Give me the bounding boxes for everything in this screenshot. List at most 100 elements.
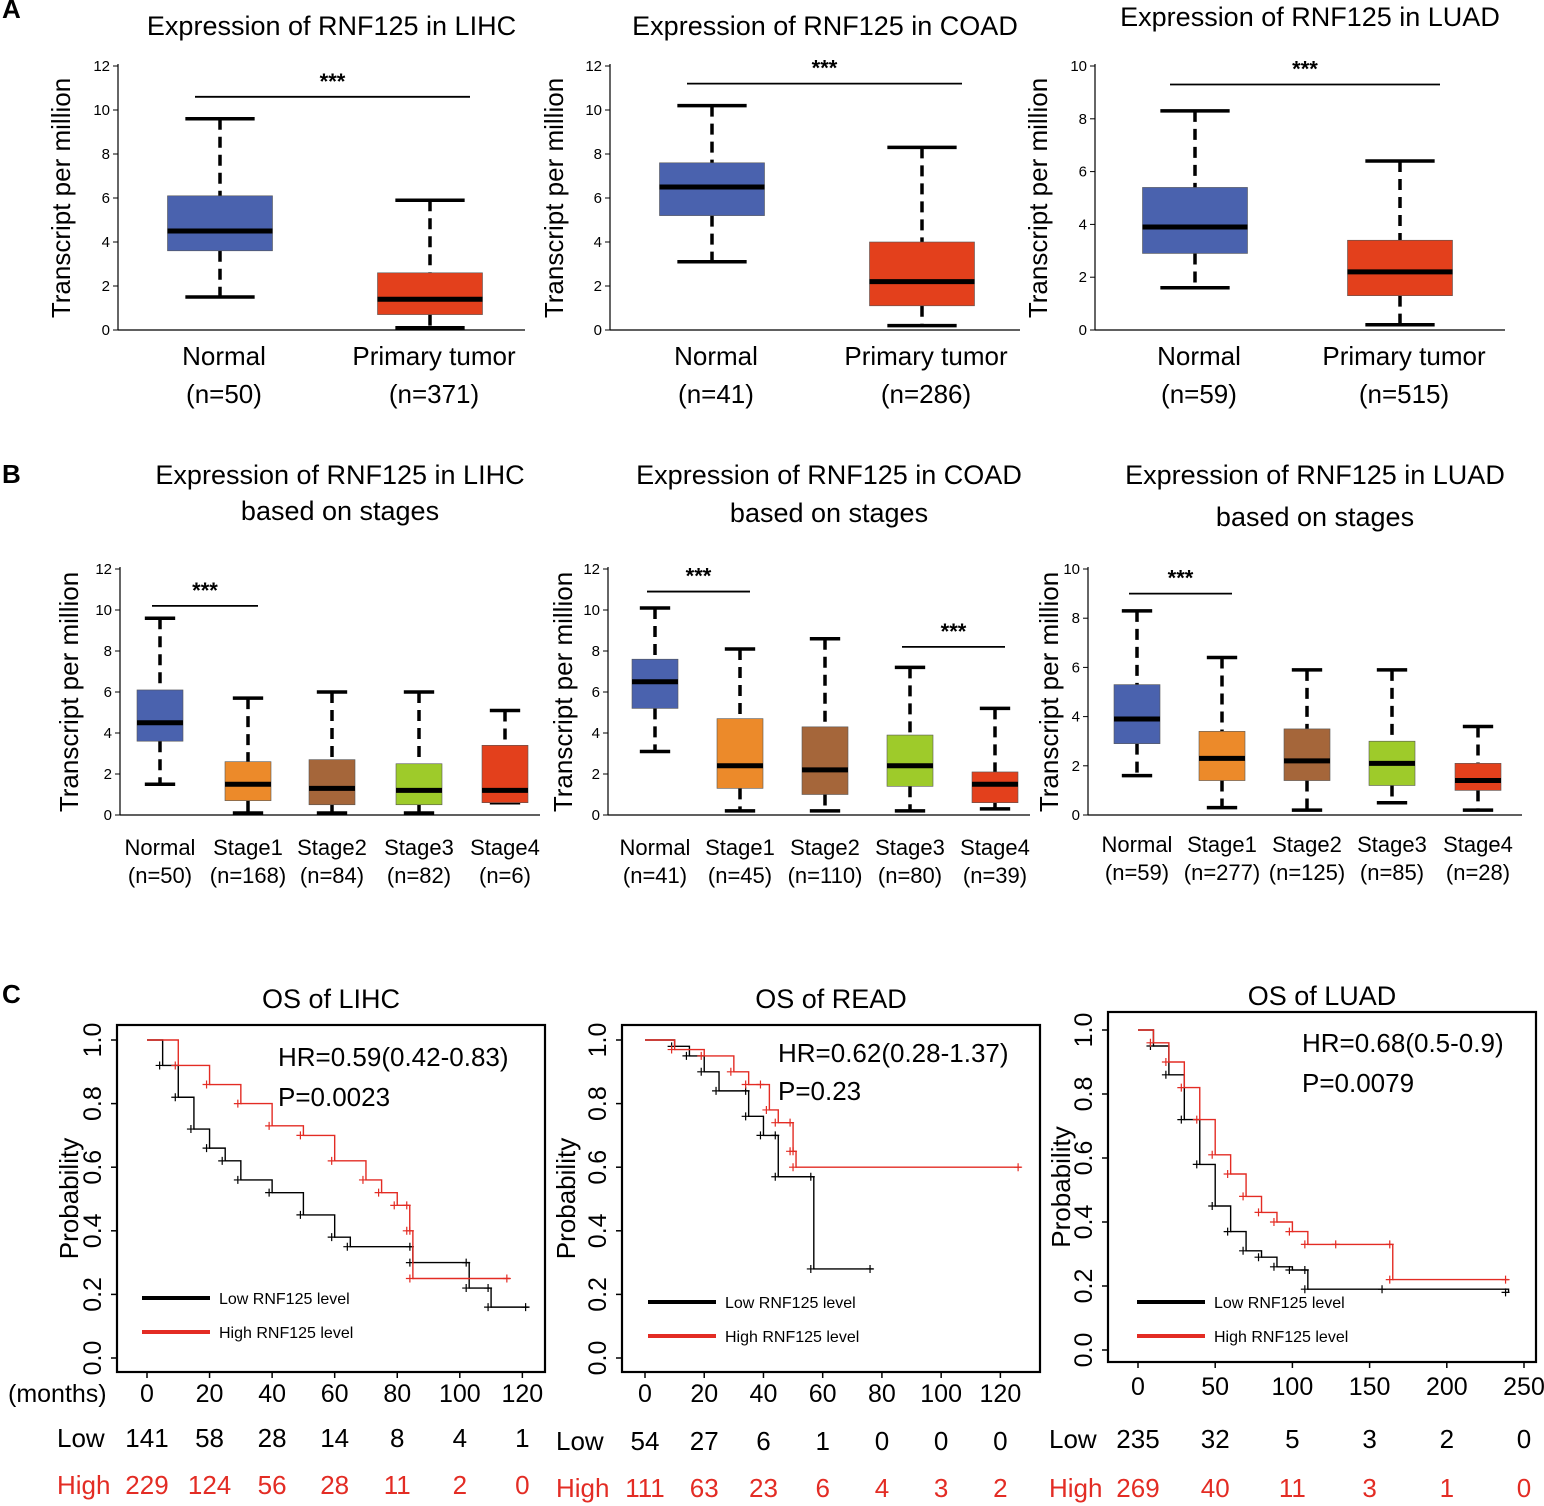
category-label: Stage2 xyxy=(297,835,367,860)
category-label: Normal xyxy=(1157,341,1241,371)
box-stage4 xyxy=(481,744,529,803)
y-tick-label: 6 xyxy=(594,190,602,207)
x-tick-label: 0 xyxy=(1131,1373,1145,1401)
category-label: Stage1 xyxy=(1187,832,1257,857)
category-label: Stage4 xyxy=(470,835,540,860)
risk-count-high: 124 xyxy=(188,1470,231,1500)
y-tick-label: 0.4 xyxy=(79,1213,107,1248)
censor-mark xyxy=(771,1118,780,1127)
box-stage4 xyxy=(971,771,1019,804)
risk-count-high: 2 xyxy=(453,1470,467,1500)
x-tick-label: 100 xyxy=(439,1380,481,1408)
censor-mark xyxy=(186,1125,195,1134)
sample-size-label: (n=371) xyxy=(389,379,479,409)
censor-mark xyxy=(233,1175,242,1184)
box-stage2 xyxy=(1283,728,1331,781)
y-tick-label: 10 xyxy=(1063,561,1080,578)
x-tick-label: 120 xyxy=(502,1380,544,1408)
censor-mark xyxy=(866,1264,875,1273)
risk-row-label-low: Low xyxy=(57,1423,105,1453)
box-stage2 xyxy=(801,726,849,795)
category-label: Primary tumor xyxy=(352,341,516,371)
category-label: Normal xyxy=(125,835,196,860)
censor-mark xyxy=(789,1147,798,1156)
censor-mark xyxy=(756,1131,765,1140)
chart-title: Expression of RNF125 in LIHC xyxy=(147,11,516,41)
censor-mark xyxy=(741,1112,750,1121)
significance-stars: *** xyxy=(320,69,346,94)
risk-row-label-high: High xyxy=(57,1470,110,1500)
hazard-ratio-label: HR=0.68(0.5-0.9) xyxy=(1302,1028,1504,1058)
x-tick-label: 50 xyxy=(1201,1373,1229,1401)
censor-mark xyxy=(1254,1253,1263,1262)
censor-mark xyxy=(1146,1038,1155,1047)
censor-mark xyxy=(1161,1070,1170,1079)
risk-count-low: 54 xyxy=(631,1426,660,1456)
y-tick-label: 4 xyxy=(104,725,112,742)
chart-b-luad: Expression of RNF125 in LUAD based on sta… xyxy=(1034,460,1522,885)
legend-label: Low RNF125 level xyxy=(725,1295,856,1312)
risk-count-high: 111 xyxy=(625,1473,665,1503)
censor-mark xyxy=(1223,1227,1232,1236)
risk-count-low: 0 xyxy=(875,1426,889,1456)
box-normal xyxy=(1113,684,1161,744)
censor-mark xyxy=(1300,1266,1309,1274)
box-normal xyxy=(1142,187,1248,254)
y-tick-label: 8 xyxy=(592,643,600,660)
risk-row-label-high: High xyxy=(556,1473,609,1503)
y-tick-label: 6 xyxy=(104,684,112,701)
y-tick-label: 1.0 xyxy=(584,1023,612,1058)
charts-layer: Expression of RNF125 in LIHC024681012Tra… xyxy=(8,2,1544,1503)
box-normal xyxy=(167,195,273,252)
chart-b-lihc: Expression of RNF125 in LIHC based on sta… xyxy=(54,460,540,888)
significance-stars: *** xyxy=(941,619,967,644)
hazard-ratio-label: HR=0.59(0.42-0.83) xyxy=(278,1042,509,1072)
censor-mark xyxy=(484,1284,493,1293)
y-tick-label: 12 xyxy=(585,58,602,75)
p-value-label: P=0.0023 xyxy=(278,1082,390,1112)
category-label: Normal xyxy=(620,835,691,860)
risk-count-low: 0 xyxy=(1517,1424,1531,1454)
legend-label: High RNF125 level xyxy=(725,1329,859,1346)
censor-mark xyxy=(771,1131,780,1140)
sample-size-label: (n=45) xyxy=(708,863,772,888)
risk-count-high: 1 xyxy=(1440,1473,1454,1503)
risk-count-high: 11 xyxy=(384,1470,411,1500)
censor-mark xyxy=(218,1156,227,1165)
censor-mark xyxy=(1177,1083,1186,1092)
censor-mark xyxy=(1385,1240,1394,1249)
y-tick-label: 2 xyxy=(1072,758,1080,775)
censor-mark xyxy=(171,1061,180,1070)
censor-mark xyxy=(1192,1160,1201,1169)
censor-mark xyxy=(1223,1170,1232,1178)
x-tick-label: 20 xyxy=(196,1380,224,1408)
censor-mark xyxy=(1177,1115,1186,1124)
risk-count-low: 14 xyxy=(320,1423,349,1453)
x-tick-label: 80 xyxy=(868,1380,896,1408)
category-label: Normal xyxy=(1102,832,1173,857)
chart-title: Expression of RNF125 in COAD xyxy=(632,11,1018,41)
chart-title: based on stages xyxy=(730,498,928,528)
significance-stars: *** xyxy=(812,56,838,81)
y-axis-label: Probability xyxy=(551,1138,581,1259)
high-expression-curve xyxy=(1138,1029,1509,1281)
risk-count-low: 32 xyxy=(1201,1424,1230,1454)
censor-mark xyxy=(327,1156,336,1165)
censor-mark xyxy=(202,1144,211,1153)
y-tick-label: 8 xyxy=(594,146,602,163)
chart-title: Expression of RNF125 in LUAD xyxy=(1120,2,1500,32)
y-tick-label: 0 xyxy=(102,322,110,339)
y-tick-label: 0.0 xyxy=(79,1341,107,1376)
x-tick-label: 0 xyxy=(638,1380,652,1408)
censor-mark xyxy=(756,1080,765,1089)
y-tick-label: 2 xyxy=(594,278,602,295)
chart-title: Expression of RNF125 in COAD xyxy=(636,460,1022,490)
censor-mark xyxy=(405,1274,414,1283)
y-tick-label: 2 xyxy=(1079,269,1087,286)
y-tick-label: 0 xyxy=(1072,807,1080,824)
risk-count-low: 27 xyxy=(690,1426,719,1456)
risk-count-low: 2 xyxy=(1440,1424,1454,1454)
x-tick-label: 40 xyxy=(750,1380,778,1408)
category-label: Stage3 xyxy=(875,835,945,860)
risk-row-label-high: High xyxy=(1049,1473,1102,1503)
